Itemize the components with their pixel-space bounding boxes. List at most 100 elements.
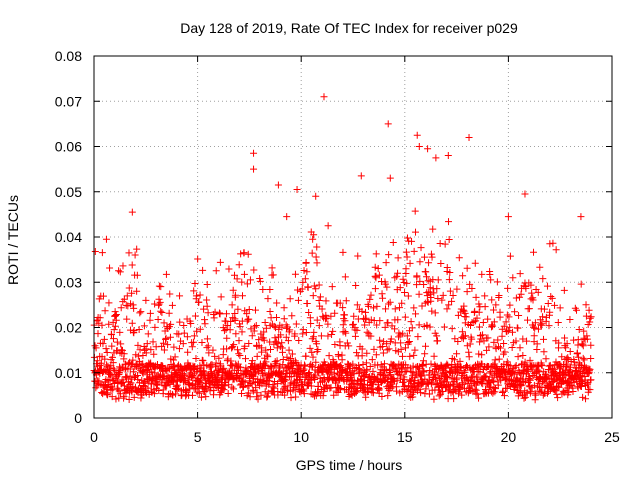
data-point: [170, 343, 178, 351]
data-point: [495, 292, 503, 300]
x-tick-label: 0: [90, 429, 98, 445]
data-point: [313, 340, 321, 348]
data-point: [528, 289, 536, 297]
data-point: [403, 253, 411, 261]
data-point: [235, 337, 243, 345]
data-point: [256, 277, 264, 285]
data-point: [381, 323, 389, 331]
data-point: [514, 392, 522, 400]
data-point: [442, 362, 450, 370]
data-point: [415, 290, 423, 298]
data-point: [475, 308, 483, 316]
data-point: [329, 327, 337, 335]
data-point: [582, 395, 590, 403]
data-point: [175, 330, 183, 338]
data-point: [105, 320, 113, 328]
data-point: [272, 360, 280, 368]
data-point: [234, 305, 242, 313]
data-point: [422, 342, 430, 350]
data-point: [135, 326, 143, 334]
data-point: [299, 326, 307, 334]
data-point: [433, 337, 441, 345]
data-point: [463, 288, 471, 296]
data-point: [264, 392, 272, 400]
data-point: [98, 321, 106, 329]
data-point: [101, 355, 109, 363]
data-point: [534, 288, 542, 296]
data-point: [270, 384, 278, 392]
data-point: [322, 311, 330, 319]
data-point: [438, 296, 446, 304]
data-point: [387, 371, 395, 379]
data-point: [342, 329, 350, 337]
data-point: [527, 387, 535, 395]
data-point: [229, 286, 237, 294]
data-point: [370, 304, 378, 312]
data-point: [470, 318, 478, 326]
data-point: [506, 323, 514, 331]
data-point: [250, 149, 258, 157]
data-point: [399, 330, 407, 338]
data-point: [367, 316, 375, 324]
data-point: [151, 323, 159, 331]
data-point: [149, 338, 157, 346]
data-point: [425, 259, 433, 267]
data-point: [260, 336, 268, 344]
data-point: [587, 313, 595, 321]
data-point: [538, 361, 546, 369]
data-point: [304, 370, 312, 378]
data-point: [171, 353, 179, 361]
data-point: [416, 277, 424, 285]
data-point: [311, 371, 319, 379]
data-point: [481, 303, 489, 311]
data-point: [250, 375, 258, 383]
data-point: [413, 272, 421, 280]
data-point: [467, 333, 475, 341]
y-tick-label: 0.04: [55, 229, 82, 245]
data-point: [91, 247, 99, 255]
data-point: [111, 322, 119, 330]
data-point: [407, 387, 415, 395]
data-point: [369, 367, 377, 375]
data-point: [534, 325, 542, 333]
data-point: [324, 222, 332, 230]
data-point: [404, 292, 412, 300]
data-point: [122, 374, 130, 382]
data-point: [537, 321, 545, 329]
data-point: [108, 342, 116, 350]
data-point: [478, 351, 486, 359]
data-point: [412, 363, 420, 371]
data-point: [443, 305, 451, 313]
data-point: [115, 267, 123, 275]
data-point: [488, 376, 496, 384]
data-point: [243, 280, 251, 288]
data-point: [244, 389, 252, 397]
data-point: [306, 344, 314, 352]
data-point: [220, 327, 228, 335]
data-point: [519, 351, 527, 359]
data-point: [142, 296, 150, 304]
x-axis-label: GPS time / hours: [296, 457, 403, 473]
data-point: [257, 366, 265, 374]
data-point: [176, 292, 184, 300]
data-point: [299, 330, 307, 338]
data-point: [450, 395, 458, 403]
data-point: [566, 316, 574, 324]
data-point: [376, 336, 384, 344]
data-point: [117, 340, 125, 348]
data-point: [412, 310, 420, 318]
data-point: [189, 364, 197, 372]
data-point: [479, 318, 487, 326]
data-points: [90, 93, 595, 404]
data-point: [210, 314, 218, 322]
data-point: [191, 280, 199, 288]
data-point: [341, 328, 349, 336]
data-point: [361, 321, 369, 329]
data-point: [522, 284, 530, 292]
x-tick-labels: 0 5 10 15 20 25: [90, 429, 620, 445]
data-point: [465, 353, 473, 361]
data-point: [238, 389, 246, 397]
data-point: [514, 324, 522, 332]
data-point: [162, 270, 170, 278]
data-point: [466, 280, 474, 288]
